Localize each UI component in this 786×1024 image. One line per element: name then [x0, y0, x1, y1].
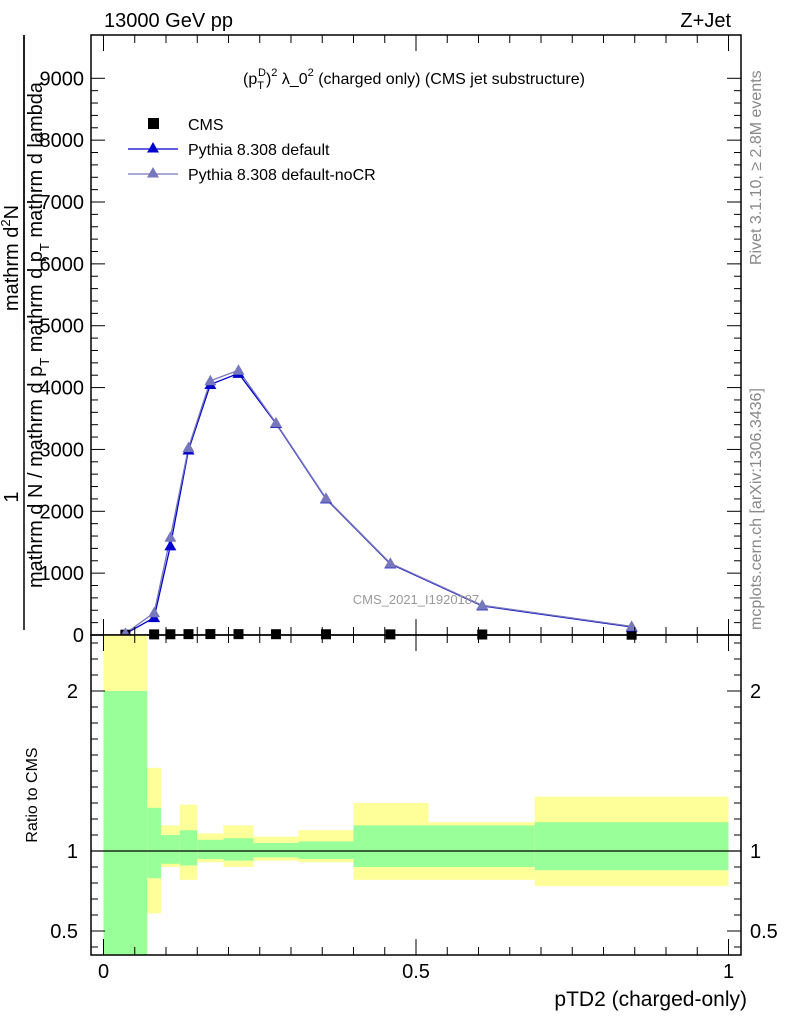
rivet-label: Rivet 3.1.10, ≥ 2.8M events: [748, 70, 765, 265]
legend-marker-triangle: [147, 142, 159, 153]
main-ytick-label: 3000: [40, 439, 85, 461]
series-point-1: [164, 539, 177, 551]
main-ytick-label: 9000: [40, 68, 85, 90]
legend-label: Pythia 8.308 default-noCR: [188, 167, 376, 184]
legend-marker-square: [148, 118, 159, 129]
ratio-band-green: [534, 822, 729, 871]
main-ytick-label: 4000: [40, 378, 85, 400]
main-ytick-label: 7000: [40, 192, 85, 214]
ratio-band-green: [428, 825, 535, 867]
legend-label: CMS: [188, 117, 224, 134]
ratio-ytick-label-left: 1: [67, 841, 78, 863]
series-point-2: [476, 599, 489, 610]
main-ytick-label: 6000: [40, 254, 85, 276]
xtick-label: 1: [723, 961, 734, 983]
main-panel: 0 1000 2000 3000 4000 5000 6000 7000 8000 9000: [40, 34, 742, 647]
cms-data-point: [205, 629, 216, 640]
ratio-ytick-label-right: 1: [750, 841, 761, 863]
series-point-2: [320, 492, 332, 503]
series-point-2: [270, 416, 282, 428]
ratio-band-green: [161, 835, 180, 864]
cms-data-point: [183, 629, 194, 640]
ylabel-frac-top: mathrm d2N: [0, 205, 23, 311]
main-ylabel: 1 mathrm d2N mathrm d N / mathrm d pT ma…: [0, 35, 52, 630]
ratio-band-green: [253, 843, 299, 858]
series-point-2: [148, 606, 161, 618]
ylabel-numerator: 1: [1, 491, 23, 502]
cms-data-point: [233, 629, 244, 640]
ratio-ytick-label-left: 2: [67, 681, 78, 703]
watermark: CMS_2021_I1920187: [353, 592, 480, 607]
main-title: (pTD)2 λ_02 (charged only) (CMS jet subs…: [243, 67, 585, 92]
ratio-band-green: [197, 839, 224, 859]
legend: CMS Pythia 8.308 default Pythia 8.308 defa…: [128, 117, 376, 184]
ylabel-frac-bottom: mathrm d N / mathrm d pT mathrm d pT mat…: [25, 81, 52, 588]
cms-data-point: [271, 629, 281, 640]
legend-marker-triangle: [147, 167, 159, 178]
series-point-2: [164, 531, 177, 542]
series-point-2: [182, 441, 195, 453]
ratio-band-green: [103, 691, 148, 955]
ratio-frame: [90, 634, 742, 956]
series-point-2: [232, 364, 245, 375]
header-right: Z+Jet: [680, 10, 731, 32]
series-point-2: [204, 374, 217, 386]
ratio-ytick-label-right: 2: [750, 681, 761, 703]
ratio-ytick-label-right: 0.5: [750, 921, 778, 943]
header-left: 13000 GeV pp: [104, 10, 233, 32]
legend-label: Pythia 8.308 default: [188, 142, 330, 159]
ratio-band-green: [147, 807, 161, 879]
ratio-band-green: [223, 838, 254, 861]
ratio-panel: 0.5 0.5 1 1 2 2: [50, 634, 778, 956]
ratio-band-green: [298, 841, 354, 859]
ratio-band-green: [353, 825, 429, 867]
series-point-2: [384, 557, 397, 568]
main-ytick-label: 2000: [40, 501, 85, 523]
main-ytick-label: 0: [73, 625, 84, 647]
main-ytick-label: 8000: [40, 130, 85, 152]
x-axis-label: pTD2 (charged-only): [554, 988, 747, 1011]
main-ytick-label: 1000: [40, 563, 85, 585]
ratio-ytick-label-left: 0.5: [50, 921, 78, 943]
ratio-band-green: [179, 830, 198, 866]
xtick-label: 0.5: [402, 961, 430, 983]
main-ytick-label: 5000: [40, 316, 85, 338]
ratio-ylabel: Ratio to CMS: [24, 747, 41, 842]
xtick-label: 0: [98, 961, 109, 983]
mcplots-label: mcplots.cern.ch [arXiv:1306.3436]: [748, 388, 765, 630]
